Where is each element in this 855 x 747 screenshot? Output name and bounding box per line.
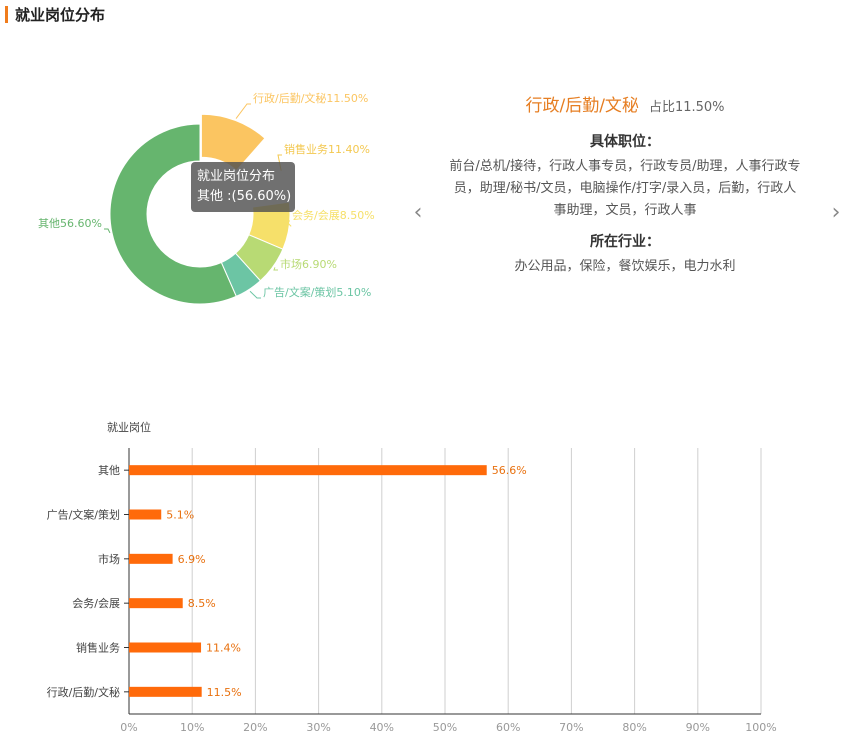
x-tick-label: 30% bbox=[306, 721, 330, 734]
bar-value-label: 56.6% bbox=[492, 464, 527, 477]
bar[interactable] bbox=[129, 553, 173, 564]
category-label: 行政/后勤/文秘 bbox=[47, 685, 120, 699]
bar-value-label: 8.5% bbox=[188, 597, 216, 610]
x-tick-label: 70% bbox=[559, 721, 583, 734]
detail-share: 占比11.50% bbox=[648, 100, 725, 115]
x-tick-label: 40% bbox=[370, 721, 394, 734]
positions-text: 前台/总机/接待，行政人事专员，行政专员/助理，人事行政专员，助理/秘书/文员，… bbox=[449, 159, 801, 218]
donut-slice-label: 行政/后勤/文秘11.50% bbox=[253, 91, 368, 105]
category-label: 其他 bbox=[98, 464, 120, 477]
category-label: 销售业务 bbox=[76, 641, 120, 655]
industry-heading: 所在行业： bbox=[590, 234, 660, 250]
bar[interactable] bbox=[129, 509, 162, 520]
detail-header: 行政/后勤/文秘 占比11.50% bbox=[430, 90, 820, 122]
donut-leader-line bbox=[249, 290, 261, 299]
donut-chart: 行政/后勤/文秘11.50% 销售业务11.40% 会务/会展8.50% 市场6.90… bbox=[38, 91, 375, 305]
x-tick-label: 10% bbox=[180, 721, 204, 734]
category-label: 广告/文案/策划 bbox=[47, 508, 120, 522]
donut-leader-line bbox=[235, 103, 251, 119]
bar[interactable] bbox=[129, 642, 202, 653]
bar-value-label: 11.4% bbox=[206, 642, 241, 655]
section-accent-bar bbox=[5, 6, 8, 23]
x-tick-label: 60% bbox=[496, 721, 520, 734]
bar-value-label: 11.5% bbox=[207, 686, 242, 699]
x-tick-label: 80% bbox=[622, 721, 646, 734]
category-label: 会务/会展 bbox=[72, 597, 120, 610]
tooltip-title: 就业岗位分布 bbox=[197, 169, 276, 184]
tooltip-value: 其他 :(56.60%) bbox=[197, 189, 292, 204]
bar-value-label: 5.1% bbox=[166, 509, 194, 522]
donut-leader-line bbox=[104, 228, 111, 234]
detail-title: 行政/后勤/文秘 bbox=[525, 96, 639, 116]
donut-slice-label: 会务/会展8.50% bbox=[292, 209, 375, 222]
donut-leader-line bbox=[284, 220, 292, 227]
bar[interactable] bbox=[129, 686, 202, 697]
positions-heading: 具体职位： bbox=[590, 134, 660, 150]
bar-value-label: 6.9% bbox=[178, 553, 206, 566]
chart-tooltip: 就业岗位分布 其他 :(56.60%) bbox=[191, 162, 295, 212]
bar[interactable] bbox=[129, 598, 183, 609]
x-tick-label: 90% bbox=[686, 721, 710, 734]
x-tick-label: 50% bbox=[433, 721, 457, 734]
donut-slice-label: 广告/文案/策划5.10% bbox=[263, 285, 371, 299]
chevron-left-icon[interactable]: ‹ bbox=[413, 200, 423, 225]
donut-slice[interactable] bbox=[200, 113, 266, 172]
industry-text: 办公用品，保险，餐饮娱乐，电力水利 bbox=[514, 259, 736, 274]
bar[interactable] bbox=[129, 465, 487, 476]
donut-slice[interactable] bbox=[109, 123, 237, 305]
section-header: 就业岗位分布 bbox=[0, 0, 855, 30]
chevron-right-icon[interactable]: › bbox=[831, 200, 841, 225]
x-tick-label: 100% bbox=[745, 721, 776, 734]
x-tick-label: 20% bbox=[243, 721, 267, 734]
x-tick-label: 0% bbox=[120, 721, 137, 734]
donut-slice-label: 其他56.60% bbox=[38, 217, 102, 230]
donut-slice-label: 销售业务11.40% bbox=[284, 142, 370, 156]
detail-panel: 行政/后勤/文秘 占比11.50% 具体职位： 前台/总机/接待，行政人事专员，行… bbox=[430, 90, 820, 290]
donut-slice-label: 市场6.90% bbox=[280, 257, 337, 271]
y-axis-label: 就业岗位 bbox=[107, 420, 151, 434]
section-title: 就业岗位分布 bbox=[15, 6, 106, 24]
category-label: 市场 bbox=[98, 552, 120, 566]
donut-leader-line bbox=[273, 267, 278, 271]
